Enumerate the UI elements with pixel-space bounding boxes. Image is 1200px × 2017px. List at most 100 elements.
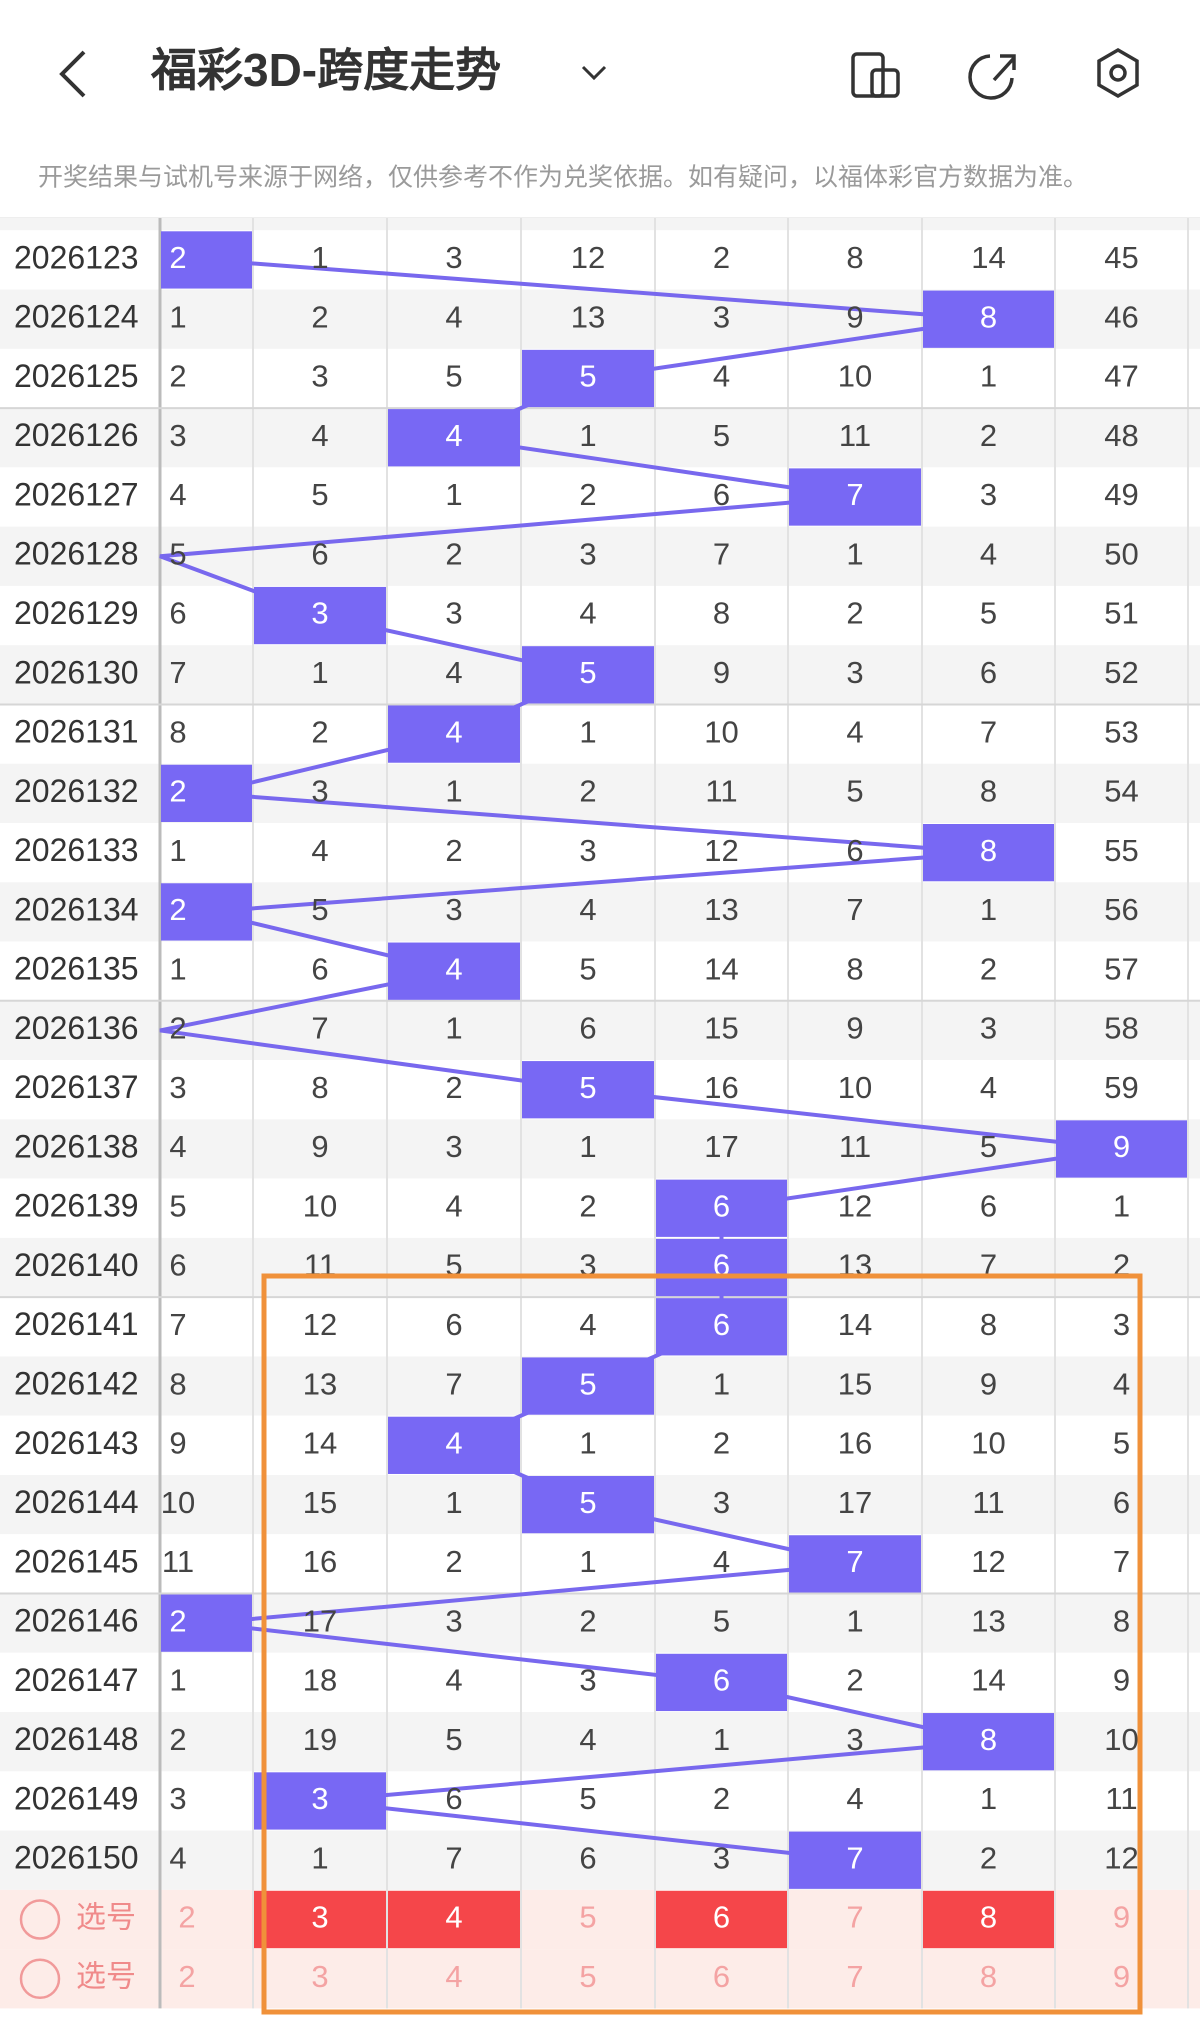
pick-number[interactable]: 5	[579, 1900, 596, 1935]
selected-cell	[388, 1890, 520, 1949]
hit-cell	[522, 646, 654, 704]
hit-value: 8	[980, 833, 997, 868]
pick-number[interactable]: 3	[311, 1900, 328, 1935]
hit-value: 3	[311, 1781, 328, 1816]
pick-number[interactable]: 8	[980, 1959, 997, 1994]
cell-value: 54	[1104, 774, 1138, 809]
pick-radio[interactable]	[19, 1958, 61, 2000]
cell-value: 3	[579, 1663, 596, 1698]
cell-value: 12	[571, 240, 605, 275]
cell-value: 4	[169, 1129, 186, 1164]
pick-number[interactable]: 9	[1113, 1959, 1130, 1994]
period: 2026125	[14, 358, 139, 394]
pick-number[interactable]: 7	[846, 1959, 863, 1994]
cell-value: 1	[169, 833, 186, 868]
row-background	[0, 1178, 1200, 1238]
period: 2026123	[14, 239, 139, 275]
pick-number[interactable]: 3	[311, 1959, 328, 1994]
hit-cell	[161, 1594, 252, 1652]
pick-number[interactable]: 2	[178, 1900, 195, 1935]
dropdown-icon[interactable]	[581, 65, 607, 81]
cell-value: 1	[169, 299, 186, 334]
hit-value: 8	[980, 299, 997, 334]
cell-value: 7	[169, 1307, 186, 1342]
cell-value: 2	[169, 1722, 186, 1757]
hit-value: 5	[579, 1070, 596, 1105]
cell-value: 15	[303, 1485, 337, 1520]
hit-cell	[656, 1298, 787, 1356]
rotate-icon[interactable]	[851, 52, 900, 98]
cell-value: 8	[311, 1070, 328, 1105]
hit-value: 4	[445, 951, 462, 986]
cell-value: 1	[846, 1603, 863, 1638]
pick-number[interactable]: 8	[980, 1900, 997, 1935]
hit-value: 5	[579, 359, 596, 394]
pick-number[interactable]: 4	[445, 1959, 462, 1994]
cell-value: 6	[713, 477, 730, 512]
hit-cell	[522, 1475, 654, 1534]
cell-value: 3	[311, 774, 328, 809]
cell-value: 2	[579, 1188, 596, 1223]
pick-number[interactable]: 6	[713, 1900, 730, 1935]
cell-value: 2	[980, 951, 997, 986]
pick-number[interactable]: 2	[178, 1959, 195, 1994]
cell-value: 1	[445, 1011, 462, 1046]
pick-radio[interactable]	[19, 1899, 61, 1940]
period: 2026135	[14, 951, 139, 987]
cell-value: 1	[579, 1129, 596, 1164]
hit-cell	[161, 883, 252, 941]
cell-value: 4	[445, 299, 462, 334]
cell-value: 5	[445, 359, 462, 394]
period: 2026137	[14, 1069, 139, 1105]
back-button[interactable]	[59, 50, 86, 98]
cell-value: 7	[169, 655, 186, 690]
hit-cell	[388, 942, 520, 1000]
period: 2026129	[14, 595, 139, 631]
cell-value: 12	[838, 1188, 872, 1223]
cell-value: 11	[972, 1485, 1004, 1520]
cell-value: 8	[169, 714, 186, 749]
cell-value: 1	[1113, 1188, 1130, 1223]
pick-number[interactable]: 9	[1113, 1900, 1130, 1935]
cell-value: 16	[704, 1070, 738, 1105]
cell-value: 56	[1104, 892, 1138, 927]
cell-value: 2	[169, 1011, 186, 1046]
hit-value: 2	[169, 1603, 186, 1638]
pick-number[interactable]: 6	[713, 1959, 730, 1994]
cell-value: 2	[980, 1840, 997, 1875]
hit-cell	[388, 705, 520, 763]
hit-value: 6	[713, 1188, 730, 1223]
pick-number[interactable]: 7	[846, 1900, 863, 1935]
cell-value: 11	[162, 1544, 194, 1579]
selected-cell	[656, 1890, 787, 1949]
pick-number[interactable]: 5	[579, 1959, 596, 1994]
cell-value: 59	[1104, 1070, 1138, 1105]
cell-value: 2	[445, 1544, 462, 1579]
cell-value: 14	[971, 1663, 1005, 1698]
hit-value: 5	[579, 655, 596, 690]
cell-value: 8	[713, 596, 730, 631]
cell-value: 7	[846, 892, 863, 927]
cell-value: 2	[445, 1070, 462, 1105]
pick-number[interactable]: 4	[445, 1900, 462, 1935]
cell-value: 3	[311, 359, 328, 394]
cell-value: 9	[846, 1011, 863, 1046]
cell-value: 4	[311, 418, 328, 453]
hit-cell	[161, 764, 252, 822]
cell-value: 4	[1113, 1366, 1130, 1401]
share-icon[interactable]	[968, 54, 1016, 100]
cell-value: 8	[980, 774, 997, 809]
settings-icon[interactable]	[1097, 47, 1139, 99]
cell-value: 16	[303, 1544, 337, 1579]
cell-value: 1	[579, 418, 596, 453]
hit-cells	[161, 231, 1187, 1949]
row-background	[0, 1830, 1200, 1890]
hit-cell	[789, 1831, 921, 1889]
cell-value: 7	[980, 714, 997, 749]
page-title[interactable]: 福彩3D-跨度走势	[150, 44, 501, 96]
row-background	[0, 1771, 1200, 1831]
cell-value: 1	[713, 1366, 730, 1401]
cell-value: 5	[846, 774, 863, 809]
cell-value: 51	[1104, 596, 1138, 631]
